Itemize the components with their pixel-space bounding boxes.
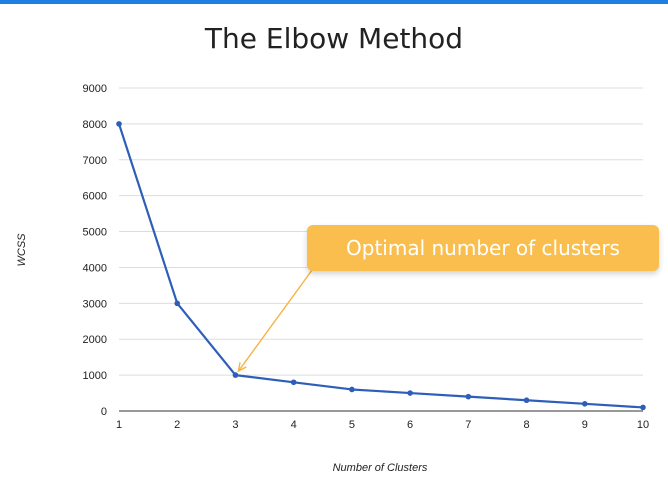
y-tick-label: 4000 — [83, 262, 107, 274]
y-tick-label: 3000 — [83, 298, 107, 310]
data-point — [465, 393, 472, 400]
annotation-arrowhead — [237, 362, 247, 373]
data-point — [640, 404, 646, 411]
y-tick-label: 1000 — [83, 370, 107, 382]
x-tick-label: 8 — [523, 419, 529, 431]
y-tick-label: 9000 — [83, 83, 107, 95]
annotation-arrow — [237, 265, 316, 372]
x-tick-label: 4 — [291, 419, 297, 431]
x-tick-label: 10 — [637, 419, 649, 431]
data-point — [290, 379, 297, 386]
top-accent-bar — [0, 0, 668, 4]
annotation-callout: Optimal number of clusters — [307, 225, 659, 271]
data-point — [407, 390, 413, 396]
series-line — [117, 123, 644, 409]
x-tick-label: 3 — [232, 419, 238, 431]
x-tick-label: 6 — [407, 419, 413, 431]
y-tick-label: 2000 — [83, 334, 107, 346]
y-tick-label: 0 — [101, 406, 107, 418]
data-point — [116, 121, 122, 127]
chart-title: The Elbow Method — [204, 22, 464, 55]
x-tick-label: 9 — [582, 419, 588, 431]
data-point — [174, 300, 181, 307]
data-point — [232, 372, 239, 378]
x-tick-label: 7 — [465, 419, 471, 431]
data-point — [349, 386, 355, 393]
x-tick-label: 1 — [116, 419, 122, 431]
y-tick-label: 5000 — [83, 227, 107, 239]
y-tick-label: 7000 — [83, 155, 107, 167]
data-point — [523, 397, 530, 404]
x-tick-label: 5 — [349, 419, 355, 431]
y-tick-label: 8000 — [83, 119, 107, 131]
data-point — [581, 401, 588, 407]
x-tick-label: 2 — [174, 419, 180, 431]
y-tick-label: 6000 — [83, 191, 107, 203]
x-axis-label: Number of Clusters — [332, 462, 428, 474]
